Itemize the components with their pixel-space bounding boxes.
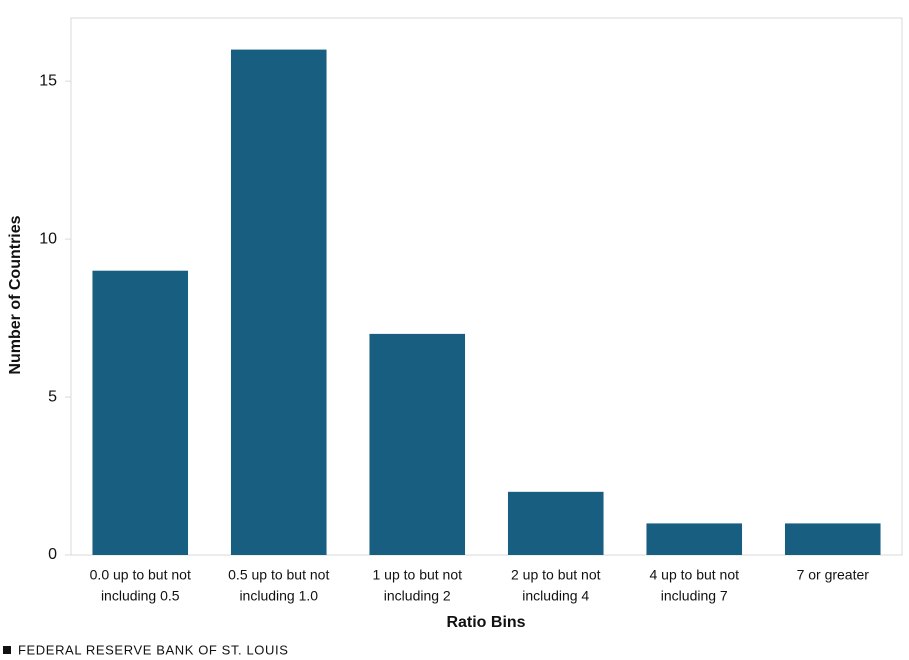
bar [784, 523, 881, 555]
x-tick-label: 7 or greater [797, 567, 870, 583]
bar [230, 49, 327, 556]
y-tick-label: 0 [48, 546, 57, 563]
x-tick-label: 0.5 up to but not [228, 567, 329, 583]
x-tick-label: including 2 [384, 588, 451, 604]
y-tick-label: 10 [39, 230, 57, 247]
x-tick-label: including 7 [661, 588, 728, 604]
bar [507, 491, 604, 555]
x-tick-label: including 0.5 [101, 588, 180, 604]
x-axis-title: Ratio Bins [446, 614, 525, 631]
bar [646, 523, 743, 555]
footer: FEDERAL RESERVE BANK OF ST. LOUIS [18, 642, 288, 657]
y-tick-label: 15 [39, 72, 57, 89]
x-tick-label: 0.0 up to but not [90, 567, 191, 583]
plot-frame [70, 17, 903, 556]
y-tick-label: 5 [48, 388, 57, 405]
bar [369, 333, 466, 555]
x-tick-label: 2 up to but not [511, 567, 601, 583]
x-tick-label: 1 up to but not [372, 567, 462, 583]
x-tick-label: including 1.0 [239, 588, 318, 604]
bar [92, 270, 189, 555]
y-axis-title: Number of Countries [7, 215, 24, 374]
footer-icon [3, 646, 11, 654]
x-tick-label: including 4 [522, 588, 589, 604]
x-tick-label: 4 up to but not [649, 567, 739, 583]
